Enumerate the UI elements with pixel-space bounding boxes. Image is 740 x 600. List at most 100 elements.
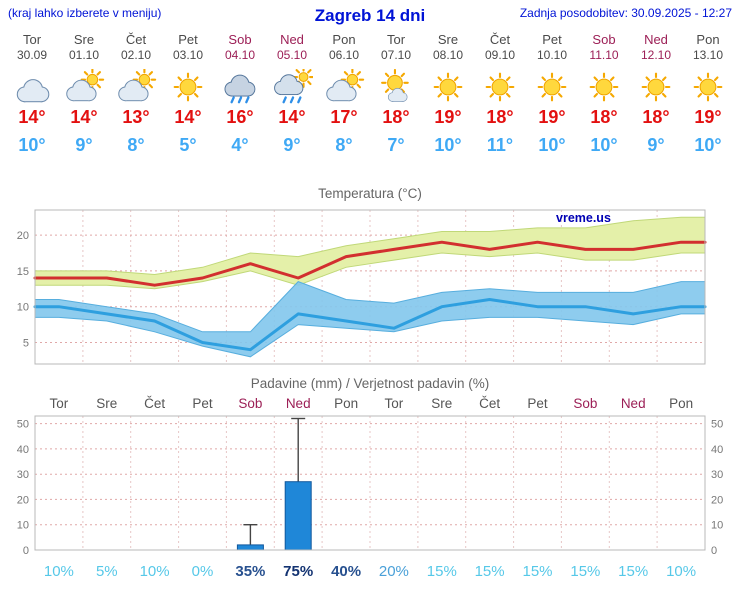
- precip-probability: 15%: [570, 563, 600, 580]
- y-tick-label-right: 20: [711, 494, 723, 506]
- day-date: 06.10: [328, 48, 360, 62]
- day-name: Sre: [73, 32, 95, 47]
- y-tick-label-left: 30: [17, 469, 29, 481]
- y-tick-label: 15: [17, 266, 29, 278]
- day-name: Pet: [178, 32, 198, 47]
- day-label: Pon: [334, 396, 358, 411]
- precip-probability: 10%: [44, 563, 74, 580]
- day-date: 12.10: [640, 48, 672, 62]
- page-title: Zagreb 14 dni: [314, 6, 426, 25]
- day-name: Čet: [125, 32, 147, 47]
- partly-icon: [110, 69, 162, 105]
- temp-min: 5°: [179, 135, 197, 155]
- temp-max: 19°: [538, 107, 566, 127]
- forecast-day: Tor 07.10 18° 7°: [370, 28, 422, 156]
- forecast-day: Sob 04.10 16° 4°: [214, 28, 266, 156]
- precip-probability: 0%: [192, 563, 214, 580]
- forecast-day: Sre 01.10 14° 9°: [58, 28, 110, 156]
- precip-probability: 5%: [96, 563, 118, 580]
- forecast-day: Sre 08.10 19° 10°: [422, 28, 474, 156]
- max-temperature-line: [33, 240, 707, 287]
- precipitation-chart-title: Padavine (mm) / Verjetnost padavin (%): [250, 376, 490, 391]
- forecast-day: Pon 06.10 17° 8°: [318, 28, 370, 156]
- forecast-day: Ned 12.10 18° 9°: [630, 28, 682, 156]
- sunny-icon: [162, 69, 214, 105]
- day-label: Tor: [50, 396, 69, 411]
- temp-min: 11°: [486, 135, 514, 155]
- day-label: Čet: [479, 396, 500, 411]
- day-date: 04.10: [224, 48, 256, 62]
- precip-probability: 35%: [235, 563, 265, 580]
- sunny-icon: [682, 69, 734, 105]
- temp-max: 18°: [642, 107, 670, 127]
- sunny-icon: [630, 69, 682, 105]
- temp-min: 9°: [283, 135, 301, 155]
- temp-min: 8°: [335, 135, 353, 155]
- min-temperature-line: [33, 298, 707, 352]
- precip-probability: 15%: [427, 563, 457, 580]
- temp-min: 7°: [387, 135, 405, 155]
- day-label: Pon: [669, 396, 693, 411]
- precip-probability: 40%: [331, 563, 361, 580]
- y-tick-label-left: 50: [17, 419, 29, 431]
- mostly-sunny-icon: [370, 69, 422, 105]
- day-label: Čet: [144, 396, 165, 411]
- y-tick-label: 10: [17, 302, 29, 314]
- sunny-icon: [474, 69, 526, 105]
- precipitation-chart: Tor Sre Čet Pet Sob Ned Pon Tor Sre Čet Pet Sob Ned P…: [17, 396, 724, 580]
- precip-probability: 75%: [283, 563, 313, 580]
- y-tick-label-right: 30: [711, 469, 723, 481]
- day-date: 09.10: [484, 48, 516, 62]
- temp-min: 10°: [18, 135, 46, 155]
- temp-min: 8°: [127, 135, 145, 155]
- precip-probability: 15%: [522, 563, 552, 580]
- precip-probability: 10%: [140, 563, 170, 580]
- forecast-day: Pon 13.10 19° 10°: [682, 28, 734, 156]
- y-tick-label-right: 40: [711, 444, 723, 456]
- day-date: 03.10: [172, 48, 204, 62]
- temp-max: 19°: [694, 107, 722, 127]
- day-label: Pet: [192, 396, 213, 411]
- cloudy-icon: [6, 69, 58, 105]
- day-name: Pon: [696, 32, 720, 47]
- temp-max: 18°: [486, 107, 514, 127]
- precip-bar: [284, 481, 312, 551]
- day-name: Sob: [228, 32, 252, 47]
- day-label: Sre: [431, 396, 452, 411]
- temperature-chart: 5 10 15 20 vreme.us: [17, 209, 707, 365]
- temp-max: 18°: [382, 107, 410, 127]
- y-tick-label: 5: [23, 338, 29, 350]
- day-name: Sre: [437, 32, 459, 47]
- precip-probability: 20%: [379, 563, 409, 580]
- sunny-icon: [578, 69, 630, 105]
- day-name: Čet: [489, 32, 511, 47]
- y-tick-label-left: 0: [23, 545, 29, 557]
- day-date: 13.10: [692, 48, 724, 62]
- day-label: Ned: [621, 396, 646, 411]
- temp-max: 16°: [226, 107, 254, 127]
- precip-bar: [236, 544, 264, 551]
- day-date: 11.10: [589, 48, 619, 62]
- sunny-icon: [422, 69, 474, 105]
- day-label: Sob: [238, 396, 262, 411]
- y-tick-label-right: 0: [711, 545, 717, 557]
- forecast-day: Čet 02.10 13° 8°: [110, 28, 162, 156]
- day-date: 30.09: [16, 48, 48, 62]
- temp-max: 14°: [174, 107, 202, 127]
- day-date: 10.10: [536, 48, 568, 62]
- day-date: 07.10: [380, 48, 412, 62]
- forecast-day: Tor 30.09 14° 10°: [6, 28, 58, 156]
- y-tick-label-left: 10: [17, 520, 29, 532]
- day-date: 01.10: [68, 48, 100, 62]
- day-name: Ned: [644, 32, 668, 47]
- temp-min: 10°: [434, 135, 462, 155]
- precip-probability: 10%: [666, 563, 696, 580]
- y-tick-label: 20: [17, 230, 29, 242]
- y-tick-label-left: 40: [17, 444, 29, 456]
- temp-min: 4°: [231, 135, 249, 155]
- temp-max: 17°: [330, 107, 358, 127]
- temperature-chart-title: Temperatura (°C): [318, 186, 422, 201]
- forecast-day: Čet 09.10 18° 11°: [474, 28, 526, 156]
- day-name: Pon: [332, 32, 356, 47]
